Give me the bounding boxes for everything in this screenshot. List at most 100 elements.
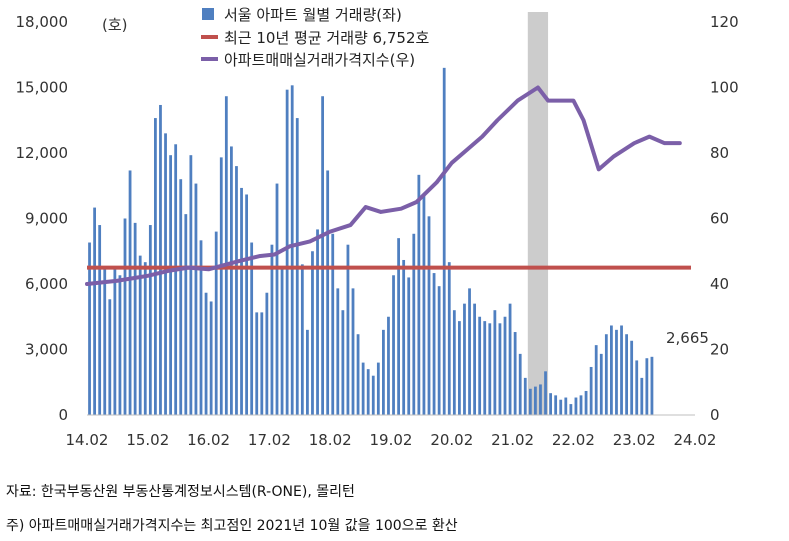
x-axis-tick-label: 15.02: [126, 431, 169, 449]
volume-bar: [199, 240, 203, 415]
right-axis-tick-label: 100: [710, 79, 739, 97]
volume-bar: [498, 323, 502, 415]
right-axis-tick-label: 40: [710, 275, 729, 293]
volume-bar: [584, 390, 588, 415]
volume-bar: [447, 262, 451, 415]
left-axis-tick-label: 9,000: [25, 210, 68, 228]
volume-bar: [143, 262, 147, 415]
volume-bar: [544, 371, 547, 415]
volume-bar: [306, 329, 309, 415]
volume-bar: [128, 170, 132, 415]
volume-bar: [478, 316, 482, 415]
x-axis-tick-label: 14.02: [66, 431, 109, 449]
volume-bar: [604, 334, 608, 415]
volume-bar: [133, 222, 137, 415]
volume-bar: [138, 255, 142, 415]
right-axis-tick-label: 60: [710, 210, 729, 228]
volume-bar: [321, 96, 324, 415]
x-axis-tick-label: 24.02: [674, 431, 717, 449]
volume-bar: [108, 299, 112, 415]
volume-bar: [235, 166, 238, 415]
legend-label: 아파트매매실거래가격지수(우): [224, 51, 415, 69]
volume-bar: [599, 353, 603, 415]
left-axis-tick-label: 0: [58, 406, 68, 424]
volume-bar: [382, 329, 385, 415]
volume-bar: [230, 146, 233, 415]
x-axis-tick-label: 23.02: [613, 431, 656, 449]
left-axis-tick-label: 15,000: [16, 79, 69, 97]
volume-bar: [513, 332, 517, 415]
legend-swatch-bar: [202, 8, 214, 20]
volume-bar: [311, 251, 314, 415]
index-line-layer: [85, 85, 682, 286]
volume-bar: [422, 194, 426, 415]
bar-layer: [88, 67, 654, 416]
volume-bar: [113, 266, 117, 415]
volume-bar: [437, 286, 441, 415]
volume-bar: [219, 157, 223, 415]
volume-bar: [118, 275, 122, 415]
volume-bar: [240, 187, 243, 415]
volume-bar: [518, 353, 522, 415]
volume-bar: [356, 334, 360, 415]
volume-bar: [326, 170, 330, 415]
volume-bar: [392, 275, 395, 415]
chart-area: 0 3,000 6,000 9,000 12,000 15,000 18,000 0 20 40 6…: [16, 6, 739, 449]
volume-bar: [528, 388, 532, 415]
volume-bar: [224, 96, 228, 415]
volume-bar: [463, 303, 466, 415]
volume-bar: [625, 334, 628, 415]
volume-bar: [346, 244, 350, 415]
volume-bar: [270, 244, 274, 415]
volume-bar: [169, 155, 172, 415]
volume-bar: [594, 345, 598, 415]
volume-bar: [194, 183, 198, 415]
volume-bar: [458, 321, 461, 415]
x-axis-tick-label: 21.02: [491, 431, 534, 449]
right-axis-tick-label: 20: [710, 341, 729, 359]
price-index-line: [85, 85, 682, 286]
x-axis-tick-label: 20.02: [430, 431, 473, 449]
volume-bar: [265, 292, 269, 415]
footnote: 주) 아파트매매실거래가격지수는 최고점인 2021년 10월 값을 100으로…: [6, 518, 458, 534]
volume-bar: [468, 288, 471, 415]
tick-label-layer: 0 3,000 6,000 9,000 12,000 15,000 18,000 0 20 40 6…: [16, 13, 739, 449]
volume-bar: [534, 386, 537, 415]
legend: 서울 아파트 월별 거래량(좌) 최근 10년 평균 거래량 6,752호아파트매…: [201, 6, 430, 69]
volume-bar: [488, 323, 492, 415]
volume-bar: [331, 233, 335, 415]
volume-bar: [316, 229, 319, 415]
volume-bar: [290, 85, 294, 415]
volume-bar: [645, 358, 649, 415]
volume-bar: [376, 362, 380, 415]
volume-bar: [432, 273, 436, 415]
volume-bar: [640, 377, 644, 415]
x-axis-tick-label: 18.02: [309, 431, 352, 449]
volume-bar: [174, 144, 178, 415]
volume-bar: [569, 404, 573, 415]
volume-bar: [184, 214, 188, 415]
volume-bar: [473, 303, 476, 415]
x-axis-tick-label: 22.02: [552, 431, 595, 449]
volume-bar: [214, 231, 218, 415]
volume-bar: [189, 155, 193, 415]
chart-svg: 0 3,000 6,000 9,000 12,000 15,000 18,000 0 20 40 6…: [16, 6, 739, 449]
highlight-band: [527, 12, 549, 415]
volume-bar: [442, 67, 446, 415]
right-axis-tick-label: 120: [710, 13, 739, 31]
volume-bar: [159, 104, 162, 415]
volume-bar: [300, 264, 304, 415]
volume-bar: [554, 395, 558, 415]
volume-bar: [549, 393, 552, 415]
right-axis-tick-label: 80: [710, 144, 729, 162]
volume-bar: [635, 360, 639, 415]
left-axis-tick-label: 18,000: [16, 13, 69, 31]
volume-bar: [523, 377, 527, 415]
volume-bar: [341, 310, 345, 415]
volume-bar: [402, 259, 406, 415]
volume-bar: [366, 369, 370, 415]
volume-bar: [148, 225, 152, 415]
volume-bar: [351, 288, 355, 415]
volume-bar: [260, 312, 264, 415]
volume-bar: [508, 303, 512, 415]
